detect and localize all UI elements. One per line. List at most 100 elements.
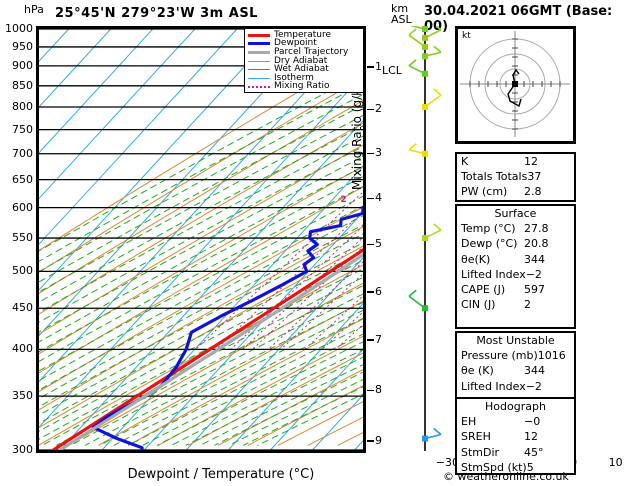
chart-legend: Temperature Dewpoint Parcel Trajectory Dry … xyxy=(244,28,364,93)
legend-swatch-0 xyxy=(248,33,270,37)
table-surface: Surface Temp (°C) 27.8 Dewp (°C) 20.8 θe(K) 34… xyxy=(455,204,576,329)
table-key-most-unstable-2: Lifted Index xyxy=(461,379,526,393)
table-value-most-unstable-0: 1016 xyxy=(537,349,566,363)
lcl-label: LCL xyxy=(382,63,402,77)
table-key-hodograph-stats-0: EH xyxy=(461,415,477,429)
pressure-unit-label: hPa xyxy=(24,3,44,16)
wind-barb-800 xyxy=(422,88,442,111)
table-value-indices-0: 12 xyxy=(524,155,538,169)
pressure-tick-350: 350 xyxy=(12,389,33,403)
table-row: StmDir 45° xyxy=(457,445,574,460)
skewt-chart xyxy=(39,29,363,450)
table-value-surface-1: 20.8 xyxy=(524,237,549,251)
table-row: Lifted Index −2 xyxy=(457,379,574,394)
legend-swatch-5 xyxy=(248,77,270,79)
table-value-hodograph-stats-2: 45° xyxy=(524,445,544,459)
legend-label-2: Parcel Trajectory xyxy=(274,46,349,57)
hodograph-panel: kt xyxy=(455,26,576,144)
wind-barb-450 xyxy=(408,289,428,312)
table-value-most-unstable-1: 344 xyxy=(524,364,545,378)
height-tick-mark-8 xyxy=(367,389,374,392)
table-key-indices-0: K xyxy=(461,155,469,169)
pressure-tick-400: 400 xyxy=(12,342,33,356)
table-row: Totals Totals 37 xyxy=(457,169,574,184)
table-value-surface-2: 344 xyxy=(524,252,545,266)
table-value-hodograph-stats-3: 5 xyxy=(526,460,534,474)
table-key-surface-5: CIN (J) xyxy=(461,298,496,312)
table-key-most-unstable-0: Pressure (mb) xyxy=(461,349,538,363)
table-key-surface-4: CAPE (J) xyxy=(461,283,506,297)
table-row: Pressure (mb) 1016 xyxy=(457,348,574,363)
table-row: SREH 12 xyxy=(457,429,574,444)
wind-barb-550 xyxy=(422,223,442,242)
xaxis-title: Dewpoint / Temperature (°C) xyxy=(127,467,315,482)
height-unit-label: km ASL xyxy=(391,3,412,25)
table-value-surface-4: 597 xyxy=(524,283,545,297)
height-unit-line1: km xyxy=(391,2,409,15)
wind-barb-950 xyxy=(408,28,428,50)
table-value-most-unstable-2: −2 xyxy=(525,379,542,393)
height-tick-6: 6 xyxy=(375,284,382,298)
table-header-hodograph-stats: Hodograph xyxy=(485,400,546,413)
table-row: Lifted Index −2 xyxy=(457,267,574,282)
table-row: Temp (°C) 27.8 xyxy=(457,221,574,236)
table-value-indices-2: 2.8 xyxy=(524,185,542,199)
height-tick-7: 7 xyxy=(375,332,382,346)
height-tick-mark-2 xyxy=(367,108,374,111)
height-tick-mark-1 xyxy=(367,66,374,68)
height-tick-mark-3 xyxy=(367,152,374,155)
table-key-hodograph-stats-3: StmSpd (kt) xyxy=(461,460,527,474)
table-key-indices-2: PW (cm) xyxy=(461,185,508,199)
temperature-tick-0: −30 xyxy=(435,456,459,469)
height-tick-mark-9 xyxy=(367,440,374,442)
table-value-hodograph-stats-0: −0 xyxy=(524,415,541,429)
height-tick-mark-6 xyxy=(367,291,374,293)
height-tick-5: 5 xyxy=(375,237,382,251)
table-key-surface-2: θe(K) xyxy=(461,252,491,266)
station-coordinates: 25°45'N 279°23'W 3m ASL xyxy=(55,6,258,21)
pressure-tick-600: 600 xyxy=(12,200,33,214)
legend-swatch-3 xyxy=(248,60,270,62)
height-tick-9: 9 xyxy=(375,433,382,447)
legend-label-5: Isotherm xyxy=(274,72,314,83)
wind-barb-880 xyxy=(408,59,428,77)
table-header-surface: Surface xyxy=(494,207,537,220)
pressure-tick-950: 950 xyxy=(12,39,33,53)
legend-item-0: Temperature xyxy=(248,29,360,40)
legend-swatch-4 xyxy=(248,69,270,71)
legend-item-4: Wet Adiabat xyxy=(248,65,360,74)
table-row: CAPE (J) 597 xyxy=(457,282,574,297)
height-tick-2: 2 xyxy=(375,102,382,116)
table-value-surface-3: −2 xyxy=(525,267,542,281)
legend-swatch-6 xyxy=(248,85,270,88)
table-row: PW (cm) 2.8 xyxy=(457,184,574,199)
wind-barb-1000 xyxy=(409,26,428,32)
pressure-tick-1000: 1000 xyxy=(5,22,33,35)
table-indices: K 12 Totals Totals 37 PW (cm) 2.8 xyxy=(455,152,576,202)
table-key-most-unstable-1: θe (K) xyxy=(461,364,494,378)
height-tick-3: 3 xyxy=(375,146,382,160)
table-row: CIN (J) 2 xyxy=(457,297,574,312)
table-value-surface-0: 27.8 xyxy=(524,222,549,236)
table-row: EH −0 xyxy=(457,414,574,429)
table-value-surface-5: 2 xyxy=(524,298,531,312)
pressure-tick-850: 850 xyxy=(12,78,33,92)
table-hodograph-stats: Hodograph EH −0 SREH 12 StmDir 45° StmSpd (kt) 5 xyxy=(455,397,576,475)
temperature-tick-4: 10 xyxy=(608,456,623,469)
wind-barb-975 xyxy=(422,26,442,41)
mixing-ratio-label-2: 2 xyxy=(340,194,347,205)
legend-label-4: Wet Adiabat xyxy=(274,64,329,75)
table-row: Dewp (°C) 20.8 xyxy=(457,236,574,251)
wind-barb-700 xyxy=(408,143,428,157)
copyright-notice: © weatheronline.co.uk xyxy=(443,470,569,483)
legend-item-2: Parcel Trajectory xyxy=(248,46,360,57)
table-row: θe (K) 344 xyxy=(457,363,574,378)
pressure-tick-450: 450 xyxy=(12,301,33,315)
legend-item-1: Dewpoint xyxy=(248,39,360,49)
height-tick-mark-7 xyxy=(367,339,374,341)
pressure-tick-300: 300 xyxy=(12,443,33,456)
table-value-hodograph-stats-1: 12 xyxy=(524,430,538,444)
legend-label-0: Temperature xyxy=(274,29,332,40)
pressure-tick-700: 700 xyxy=(12,146,33,160)
pressure-tick-550: 550 xyxy=(12,231,33,245)
